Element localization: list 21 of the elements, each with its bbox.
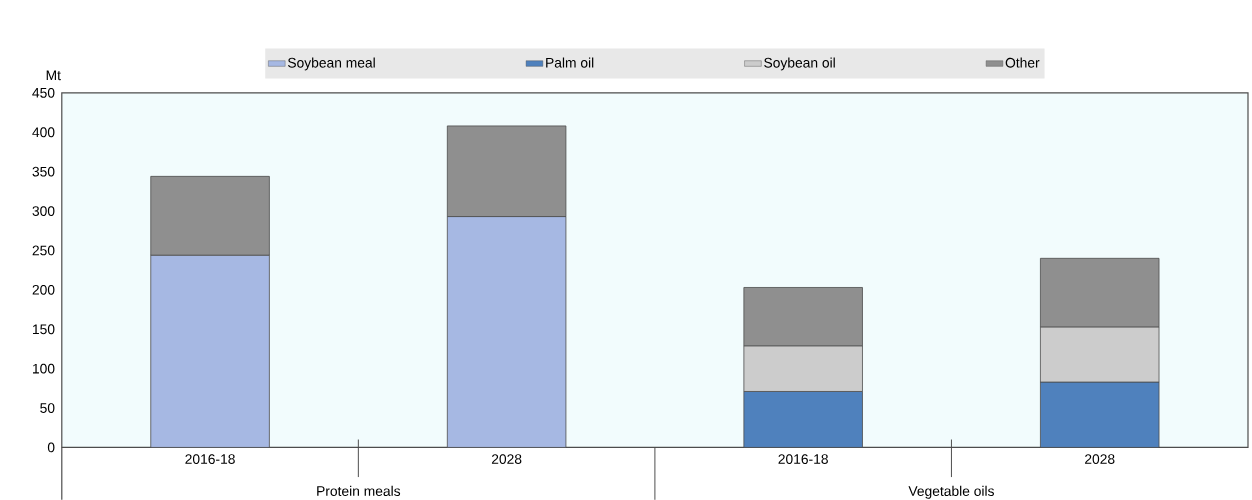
y-tick-label: 300 bbox=[32, 206, 55, 217]
y-tick-label: 250 bbox=[32, 245, 55, 256]
y-tick-label: 200 bbox=[32, 285, 55, 295]
legend-label: Other bbox=[1005, 57, 1040, 68]
x-tick-label: 2028 bbox=[491, 454, 522, 465]
x-tick-label: 2028 bbox=[1085, 454, 1115, 465]
legend-label: Palm oil bbox=[546, 57, 594, 68]
legend-label: Soybean oil bbox=[764, 57, 835, 71]
y-tick-label: 350 bbox=[32, 166, 55, 177]
text: Protein meals bbox=[317, 485, 401, 497]
y-tick-label: 150 bbox=[33, 324, 55, 335]
x-tick-label: 2016-18 bbox=[185, 454, 235, 465]
legend-label: Soybean meal bbox=[287, 57, 375, 71]
y-tick-label: 100 bbox=[33, 363, 55, 374]
y-tick-label: 0 bbox=[47, 442, 55, 453]
y-tick-label: 400 bbox=[32, 127, 55, 138]
y-axis-title: Mt bbox=[46, 70, 61, 81]
x-tick-label: 2016-18 bbox=[778, 454, 828, 465]
y-tick-label: 450 bbox=[32, 88, 55, 98]
y-tick-label: 50 bbox=[40, 403, 55, 414]
text: Vegetable oils bbox=[908, 485, 994, 499]
